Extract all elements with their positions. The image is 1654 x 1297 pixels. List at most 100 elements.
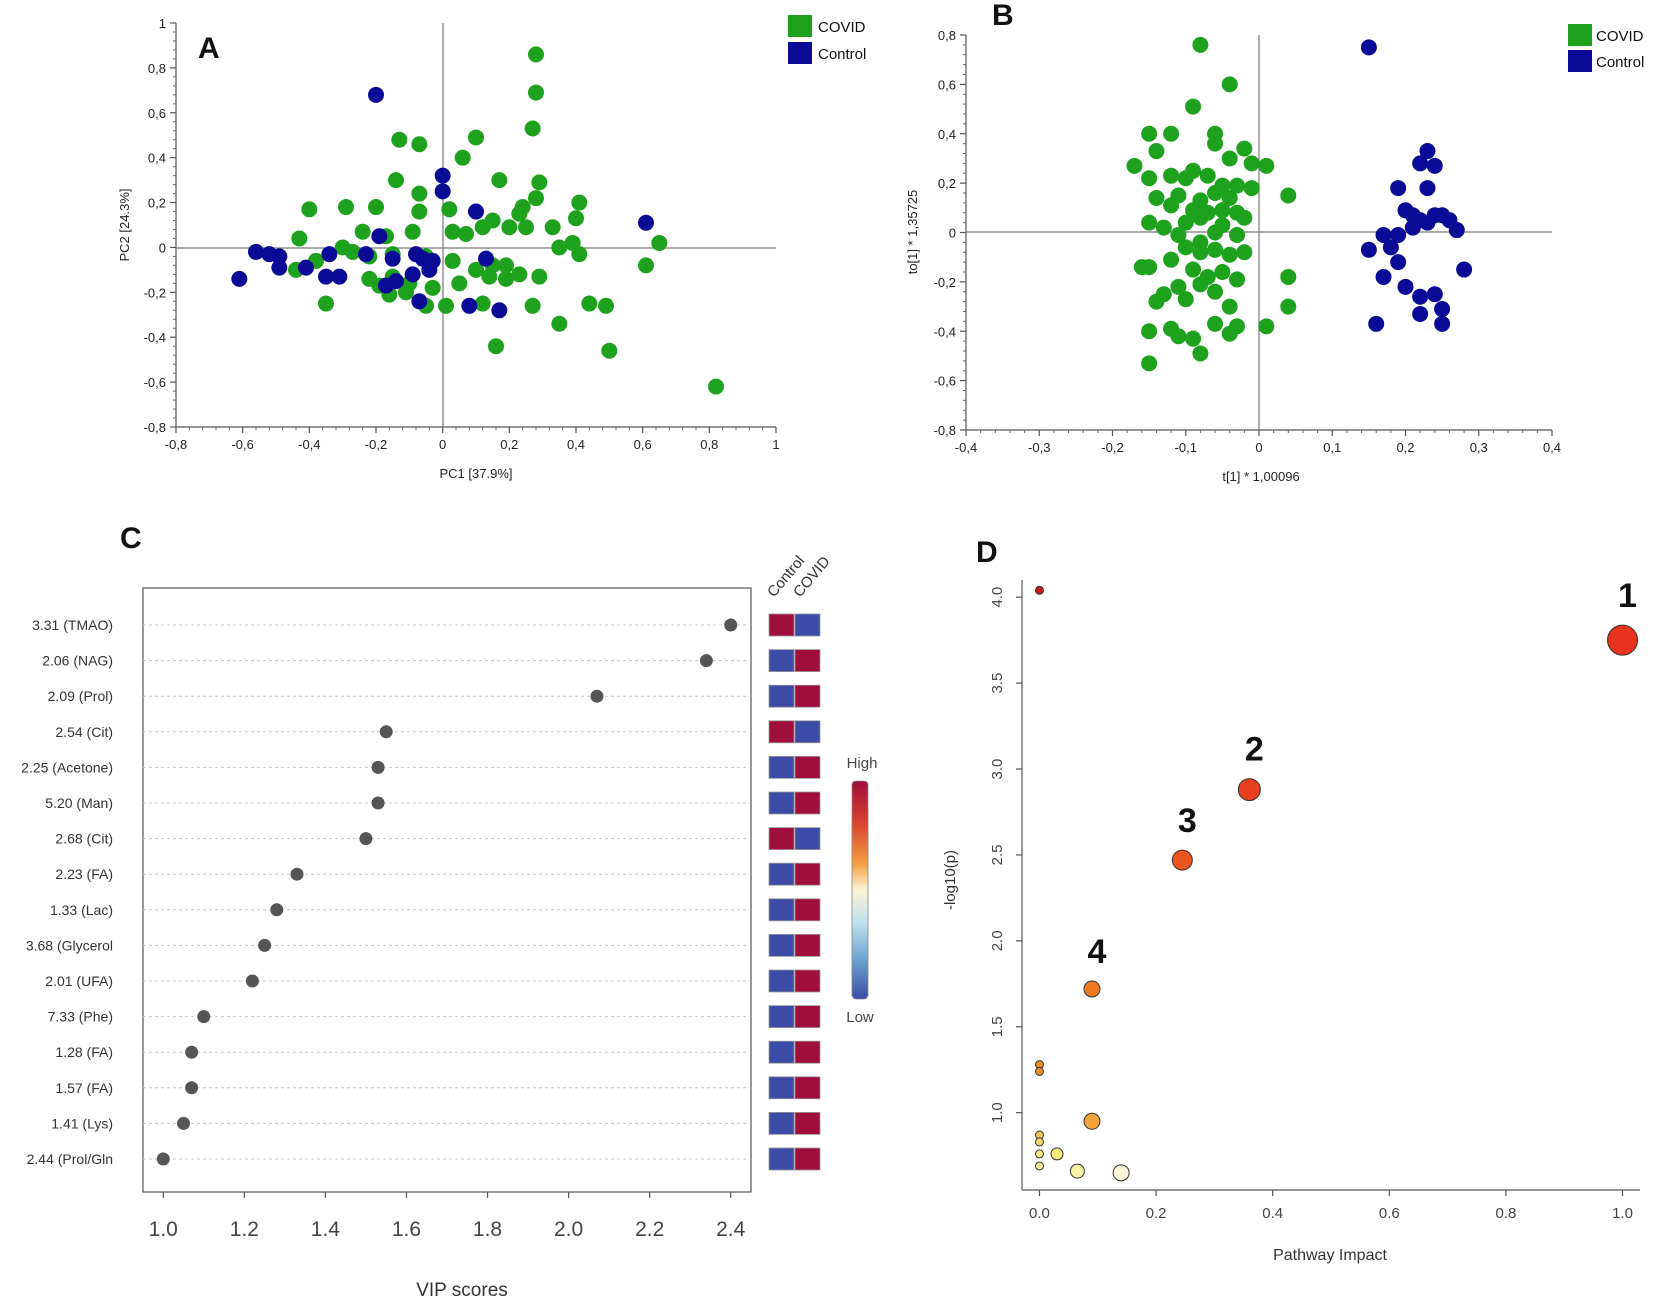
y-tick-label: -0,4 [144, 330, 166, 345]
panel-a-pca-scores: A -0,8 -0,6 -0,4 -0,2 0 0,2 0,4 0,6 0,8 1 -0,8-0,… [117, 15, 866, 481]
control-point [321, 246, 338, 263]
panel-c-vip-scores: C 3.31 (TMAO) 2.06 (NAG) 2.09 (Prol) 2.54 (… [21, 522, 877, 1297]
control-point [404, 266, 421, 283]
covid-point [571, 194, 588, 211]
panel-d-xlabel: Pathway Impact [1273, 1247, 1387, 1264]
covid-point [1163, 167, 1180, 184]
y-tick-label: -0,4 [934, 324, 956, 339]
vip-row-label: 1.28 (FA) [55, 1044, 113, 1060]
vip-dot [197, 1010, 211, 1024]
covid-point [581, 295, 598, 312]
control-point [1404, 219, 1421, 236]
heat-cell-control [768, 898, 795, 922]
control-point [1375, 268, 1392, 285]
control-point [1360, 241, 1377, 258]
y-tick-label: 3.5 [989, 673, 1006, 694]
covid-point [1126, 157, 1143, 174]
vip-dot [359, 832, 373, 846]
covid-point [531, 268, 548, 285]
covid-point [338, 199, 354, 216]
panel-b-xlabel: t[1] * 1,00096 [1222, 469, 1299, 484]
covid-point [1221, 76, 1238, 93]
vip-dot [290, 867, 304, 881]
control-point [388, 273, 404, 290]
panel-b-points [1126, 36, 1473, 372]
y-tick-label: -0,2 [934, 275, 956, 290]
covid-point [444, 223, 461, 240]
panel-a-label: A [198, 32, 220, 65]
covid-point [318, 295, 334, 312]
control-point [434, 167, 451, 184]
covid-point [491, 172, 508, 189]
y-tick-label: 0 [949, 226, 956, 241]
y-tick-label: 0,2 [938, 176, 956, 191]
heat-cell-control [768, 613, 795, 637]
panel-a-points [231, 46, 724, 395]
control-point [1368, 315, 1385, 332]
control-point [358, 246, 374, 263]
x-tick-label: 0,2 [1396, 440, 1414, 455]
vip-row-label: 1.41 (Lys) [51, 1115, 113, 1131]
panel-c-x-ticks: 1.0 1.2 1.4 1.6 1.8 2.0 2.2 2.4 [149, 1192, 746, 1241]
covid-point [424, 279, 441, 296]
pathway-number-label: 1 [1618, 577, 1637, 615]
y-tick-label: 0,4 [148, 151, 166, 166]
panel-b-x-ticks: -0,4 -0,3 -0,2 -0,1 0 0,1 0,2 0,3 0,4 [955, 430, 1561, 455]
x-tick-label: 1 [772, 437, 779, 452]
y-tick-label: -0,2 [144, 285, 166, 300]
heat-cell-control [768, 649, 795, 672]
x-tick-label: -0,1 [1175, 440, 1197, 455]
control-point [1426, 286, 1443, 303]
control-point [1419, 214, 1436, 231]
x-tick-label: 0,4 [567, 437, 585, 452]
covid-point [1221, 189, 1238, 206]
control-point [384, 250, 401, 267]
covid-point [524, 120, 541, 137]
heat-cell-control [768, 1076, 795, 1100]
covid-point [544, 219, 561, 236]
covid-point [1258, 157, 1275, 174]
covid-point [411, 136, 428, 153]
panel-d-label: D [976, 536, 998, 569]
y-tick-label: 1 [159, 16, 166, 31]
pathway-bubble [1050, 1147, 1064, 1161]
panel-d-y-ticks: 1.0 1.5 2.0 2.5 3.0 3.5 4.0 [989, 587, 1022, 1123]
vip-row-label: 2.25 (Acetone) [21, 759, 113, 775]
heat-cell-covid [794, 1147, 821, 1171]
y-tick-label: 1.0 [989, 1102, 1006, 1123]
control-point [1390, 180, 1407, 197]
covid-point [1163, 125, 1180, 142]
covid-point [1192, 244, 1209, 261]
covid-point [1229, 177, 1246, 194]
panel-a-x-ticks: -0,8 -0,6 -0,4 -0,2 0 0,2 0,4 0,6 0,8 1 [165, 427, 780, 452]
y-tick-label: 2.0 [989, 930, 1006, 951]
covid-point [1280, 298, 1297, 315]
covid-point [444, 252, 461, 269]
covid-point [451, 275, 468, 292]
covid-point [1207, 283, 1224, 300]
x-tick-label: -0,2 [365, 437, 387, 452]
covid-point [1229, 318, 1246, 335]
x-tick-label: -0,2 [1101, 440, 1123, 455]
vip-row-label: 3.68 (Glycerol [26, 937, 113, 953]
x-tick-label: -0,8 [165, 437, 187, 452]
panel-b-label: B [992, 0, 1014, 32]
vip-row-label: 2.23 (FA) [55, 866, 113, 882]
vip-dot [156, 1152, 170, 1166]
control-point [424, 252, 441, 269]
covid-point [568, 210, 584, 227]
legend-b-covid-swatch [1568, 24, 1592, 46]
heat-cell-covid [794, 649, 821, 672]
control-point [1434, 301, 1451, 318]
y-tick-label: 2.5 [989, 844, 1006, 865]
heat-cell-covid [794, 720, 821, 744]
control-point [298, 259, 314, 276]
y-tick-label: 0,6 [938, 77, 956, 92]
pathway-bubble [1171, 849, 1193, 871]
covid-point [1199, 167, 1216, 184]
control-point [434, 183, 451, 200]
panel-b-minor-ticks [963, 44, 1538, 433]
covid-point [551, 315, 568, 332]
covid-point [391, 131, 408, 148]
panel-d-points: 1 2 3 4 [1034, 577, 1639, 1182]
